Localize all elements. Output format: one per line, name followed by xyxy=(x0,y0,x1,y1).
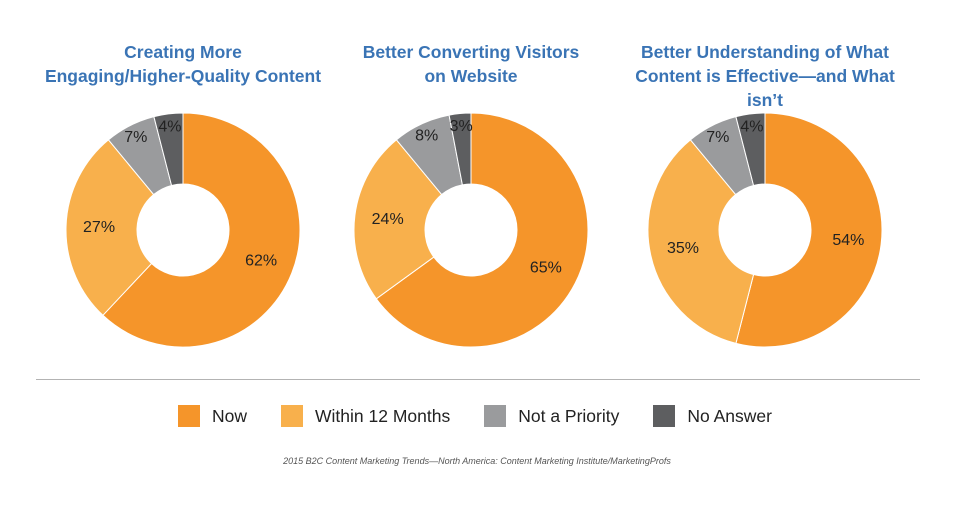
legend-label: No Answer xyxy=(687,405,772,426)
slice-label-within-12-months: 27% xyxy=(83,219,115,236)
legend-swatch xyxy=(653,405,676,427)
donut-chart: 62% 27% 7% 4% xyxy=(65,112,301,348)
slice-within-12-months xyxy=(353,139,443,300)
slice-now xyxy=(375,112,589,348)
slice-no-answer xyxy=(448,112,472,186)
slice-within-12-months xyxy=(647,139,755,344)
legend-swatch xyxy=(281,405,304,427)
slice-label-not-a-priority: 7% xyxy=(706,129,729,146)
slice-label-within-12-months: 24% xyxy=(372,211,404,228)
legend-swatch xyxy=(178,405,200,427)
slice-label-now: 54% xyxy=(832,232,864,249)
slice-no-answer xyxy=(735,112,766,187)
chart-title: Better Understanding of What Content is … xyxy=(635,42,895,110)
chart-title: Creating More Engaging/Higher-Quality Co… xyxy=(44,42,322,86)
slice-label-now: 62% xyxy=(245,252,277,269)
legend-label: Within 12 Months xyxy=(315,405,451,426)
slice-no-answer xyxy=(153,112,184,187)
slice-now xyxy=(735,112,883,348)
slice-now xyxy=(102,112,301,348)
divider xyxy=(36,379,920,380)
donut-chart: 54% 35% 7% 4% xyxy=(647,112,883,348)
legend: Now Within 12 Months Not a Priority No A… xyxy=(178,403,806,429)
slice-label-not-a-priority: 8% xyxy=(415,127,438,144)
slice-label-now: 65% xyxy=(530,260,562,277)
legend-item-within-12-months: Within 12 Months xyxy=(281,405,450,427)
legend-item-now: Now xyxy=(178,405,247,427)
slice-within-12-months xyxy=(65,139,155,316)
slice-label-no-answer: 4% xyxy=(740,118,763,135)
slice-label-no-answer: 3% xyxy=(450,118,473,135)
legend-label: Now xyxy=(212,405,248,426)
legend-label: Not a Priority xyxy=(518,405,620,426)
legend-swatch xyxy=(484,405,507,427)
slice-label-no-answer: 4% xyxy=(158,118,181,135)
slice-label-not-a-priority: 7% xyxy=(124,129,147,146)
legend-item-not-a-priority: Not a Priority xyxy=(484,405,619,427)
legend-item-no-answer: No Answer xyxy=(653,405,772,427)
donut-chart: 65% 24% 8% 3% xyxy=(353,112,589,348)
source-caption: 2015 B2C Content Marketing Trends—North … xyxy=(283,456,671,466)
chart-title: Better Converting Visitors on Website xyxy=(362,42,580,86)
slice-label-within-12-months: 35% xyxy=(667,240,699,257)
